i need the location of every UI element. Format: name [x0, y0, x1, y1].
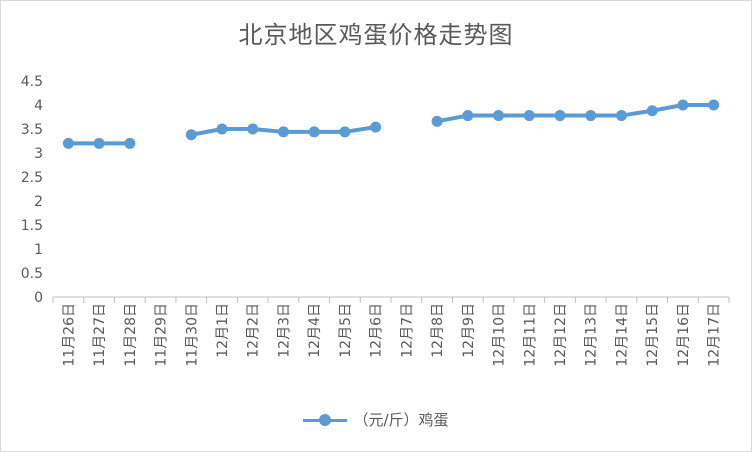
data-point: [523, 110, 535, 122]
legend: （元/斤）鸡蛋: [1, 409, 751, 430]
data-point: [277, 126, 289, 138]
series-line: [435, 103, 716, 124]
x-tick-label: 12月17日: [707, 303, 723, 367]
data-point: [431, 115, 443, 127]
data-point: [124, 137, 136, 149]
data-point: [677, 99, 689, 111]
y-tick-label: 3.5: [21, 122, 43, 138]
data-point: [585, 110, 597, 122]
data-point: [370, 121, 382, 133]
x-tick-label: 12月9日: [461, 303, 477, 358]
y-tick-label: 3: [34, 146, 43, 162]
data-point: [216, 123, 228, 135]
data-point: [339, 126, 351, 138]
data-point: [62, 137, 74, 149]
chart-title: 北京地区鸡蛋价格走势图: [238, 21, 514, 49]
x-tick-label: 12月11日: [522, 303, 538, 367]
y-tick-label: 2: [34, 194, 43, 210]
data-point: [708, 99, 720, 111]
y-tick-label: 1.5: [21, 218, 43, 234]
data-point: [247, 123, 259, 135]
x-tick-label: 12月16日: [676, 303, 692, 367]
y-tick-label: 4: [34, 98, 43, 114]
x-tick-label: 12月10日: [492, 303, 508, 367]
data-point: [185, 129, 197, 141]
data-point: [646, 105, 658, 117]
x-tick-label: 11月27日: [92, 303, 108, 367]
x-tick-label: 12月2日: [246, 303, 262, 358]
legend-label: （元/斤）鸡蛋: [353, 411, 449, 429]
y-tick-label: 0: [34, 290, 43, 306]
x-tick-label: 12月12日: [553, 303, 569, 367]
x-tick-label: 11月26日: [61, 303, 77, 367]
x-tick-label: 12月6日: [369, 303, 385, 358]
y-tick-label: 4.5: [21, 74, 43, 90]
x-tick-label: 12月3日: [276, 303, 292, 358]
x-tick-label: 12月5日: [338, 303, 354, 358]
x-tick-label: 12月1日: [215, 303, 231, 358]
x-tick-label: 11月30日: [184, 303, 200, 367]
y-tick-label: 2.5: [21, 170, 43, 186]
x-tick-label: 12月14日: [614, 303, 630, 367]
y-tick-label: 1: [34, 242, 43, 258]
y-tick-label: 0.5: [21, 266, 43, 282]
x-tick-label: 11月28日: [123, 303, 139, 367]
data-point: [615, 110, 627, 122]
x-tick-label: 12月13日: [584, 303, 600, 367]
data-point: [93, 137, 105, 149]
data-point: [493, 110, 505, 122]
x-tick-label: 11月29日: [154, 303, 170, 367]
x-tick-label: 12月7日: [399, 303, 415, 358]
data-point: [462, 110, 474, 122]
x-tick-label: 12月4日: [307, 303, 323, 358]
x-tick-label: 12月8日: [430, 303, 446, 358]
legend-marker-icon: [303, 413, 348, 427]
data-point: [308, 126, 320, 138]
x-tick-label: 12月15日: [645, 303, 661, 367]
data-point: [554, 110, 566, 122]
